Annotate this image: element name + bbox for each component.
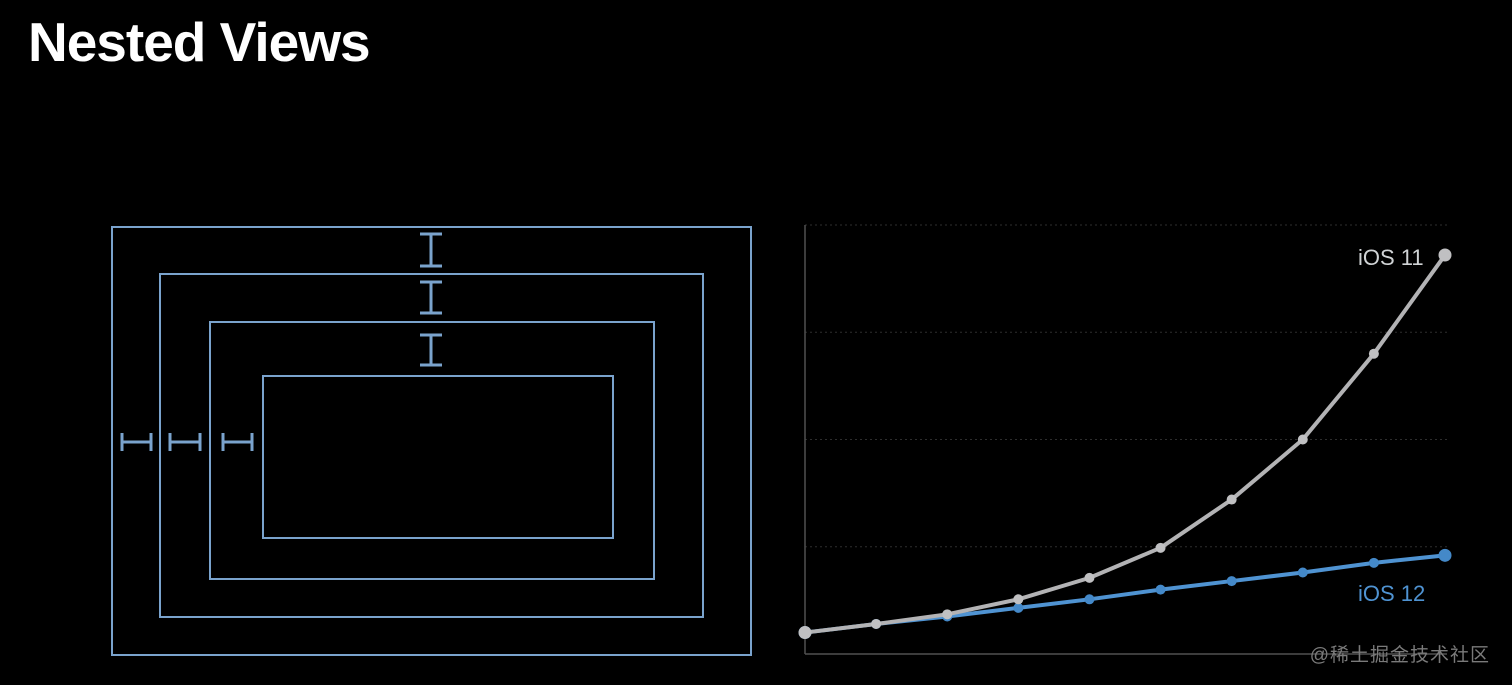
data-point-ios-12 bbox=[1084, 594, 1095, 605]
series-line-ios-11 bbox=[803, 253, 1447, 635]
data-point-ios-12 bbox=[1155, 584, 1166, 595]
view-rect-level-4 bbox=[262, 375, 614, 539]
left-spacing-marker-1 bbox=[120, 433, 153, 451]
view-rect-level-1 bbox=[111, 226, 752, 656]
left-spacing-marker-3 bbox=[221, 433, 254, 451]
data-point-ios-11 bbox=[1084, 572, 1095, 583]
data-point-ios-11 bbox=[1013, 594, 1024, 605]
series-label-ios-11: iOS 11 bbox=[1358, 245, 1424, 270]
data-point-ios-11 bbox=[1226, 494, 1237, 505]
data-point-ios-11 bbox=[798, 626, 812, 640]
data-point-ios-12 bbox=[1013, 602, 1024, 613]
nested-views-svg bbox=[111, 226, 752, 656]
data-point-ios-12 bbox=[1297, 567, 1308, 578]
data-point-ios-11 bbox=[1368, 348, 1379, 359]
left-spacing-marker-2 bbox=[168, 433, 202, 451]
watermark: @稀土掘金技术社区 bbox=[1309, 645, 1490, 666]
top-spacing-marker-2 bbox=[420, 280, 442, 315]
data-point-ios-11 bbox=[871, 618, 882, 629]
data-point-ios-12 bbox=[1438, 548, 1452, 562]
view-rect-level-3 bbox=[209, 321, 655, 580]
data-point-ios-11 bbox=[1438, 248, 1452, 262]
data-point-ios-11 bbox=[942, 609, 953, 620]
performance-chart: iOS 11 iOS 12 bbox=[795, 215, 1505, 675]
top-spacing-marker-3 bbox=[420, 333, 442, 367]
nested-views-diagram bbox=[95, 215, 775, 680]
page-title: Nested Views bbox=[28, 11, 371, 73]
data-point-ios-12 bbox=[1226, 576, 1237, 587]
series-label-ios-12: iOS 12 bbox=[1358, 581, 1426, 606]
view-rect-level-2 bbox=[159, 273, 704, 618]
data-point-ios-11 bbox=[1155, 542, 1166, 553]
performance-chart-svg bbox=[798, 224, 1452, 655]
data-point-ios-12 bbox=[1368, 557, 1379, 568]
top-spacing-marker-1 bbox=[420, 232, 442, 268]
data-point-ios-11 bbox=[1297, 434, 1308, 445]
